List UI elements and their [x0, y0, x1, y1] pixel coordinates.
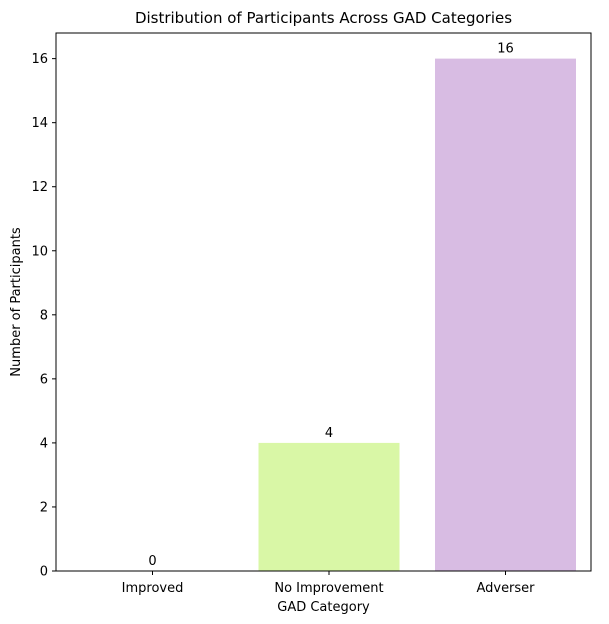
plot-frame: [55, 32, 592, 572]
y-tick-label: 0: [40, 565, 48, 580]
x-tick-label: Adverser: [476, 581, 535, 596]
y-tick-label: 8: [40, 308, 48, 323]
y-tick-label: 10: [31, 244, 48, 259]
y-axis-label: Number of Participants: [9, 227, 24, 377]
data-label: 16: [497, 42, 514, 57]
y-axis: 0 2 4 6 8 10 12 14 16: [31, 52, 56, 580]
data-labels-group: 0 4 16: [148, 42, 513, 569]
data-label: 0: [148, 554, 156, 569]
bar-adverser: [435, 58, 576, 572]
y-tick-label: 16: [31, 52, 48, 67]
y-tick-label: 2: [40, 500, 48, 515]
data-label: 4: [325, 426, 333, 441]
chart-title: Distribution of Participants Across GAD …: [135, 9, 512, 27]
bar-no-improvement: [258, 442, 400, 571]
y-tick-label: 14: [31, 116, 48, 131]
x-tick-label: Improved: [122, 581, 184, 596]
x-axis: Improved No Improvement Adverser: [122, 571, 535, 596]
bars-group: [258, 58, 576, 572]
x-axis-label: GAD Category: [277, 600, 370, 615]
y-tick-label: 4: [40, 436, 48, 451]
y-tick-label: 6: [40, 372, 48, 387]
x-tick-label: No Improvement: [274, 581, 383, 596]
y-tick-label: 12: [31, 180, 48, 195]
